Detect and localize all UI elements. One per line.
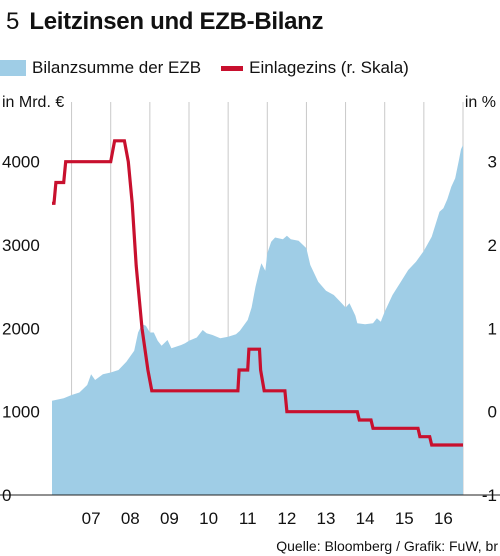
y-left-tick-label: 3000 (2, 236, 40, 255)
x-tick-label: 10 (199, 509, 218, 528)
x-tick-label: 11 (239, 509, 257, 528)
legend-label-balance-sheet: Bilanzsumme der EZB (32, 58, 202, 77)
y-right-tick-label: 2 (488, 236, 497, 255)
y-right-tick-label: 3 (488, 153, 497, 172)
y-right-tick-label: -1 (482, 486, 497, 505)
figure-title: Leitzinsen und EZB-Bilanz (29, 8, 324, 35)
legend-label-deposit-rate: Einlagezins (r. Skala) (249, 58, 409, 77)
source-note: Quelle: Bloomberg / Grafik: FuW, br (276, 538, 498, 554)
x-tick-label: 13 (317, 509, 336, 528)
right-axis-unit: in % (464, 94, 496, 111)
legend-item-balance-sheet: Bilanzsumme der EZB (0, 58, 201, 78)
y-left-tick-label: 4000 (2, 153, 40, 172)
y-right-tick-label: 0 (488, 403, 497, 422)
y-left-tick-label: 1000 (2, 403, 40, 422)
legend-swatch-line (221, 65, 244, 71)
y-left-tick-label: 0 (2, 486, 11, 505)
x-tick-label: 08 (121, 509, 140, 528)
chart-legend: Bilanzsumme der EZB Einlagezins (r. Skal… (0, 56, 425, 80)
figure-number: 5 (6, 8, 20, 35)
legend-item-deposit-rate: Einlagezins (r. Skala) (217, 58, 409, 78)
left-axis-unit: in Mrd. € (2, 94, 65, 111)
x-tick-label: 09 (160, 509, 179, 528)
x-tick-label: 07 (82, 509, 101, 528)
y-left-tick-label: 2000 (2, 319, 40, 338)
x-tick-label: 15 (395, 509, 414, 528)
legend-swatch-area (0, 60, 26, 76)
series-line-deposit-rate (52, 139, 463, 447)
series-area-balance-sheet (52, 145, 463, 495)
y-right-tick-label: 1 (488, 319, 497, 338)
x-tick-label: 14 (356, 509, 375, 528)
chart-title: 5 Leitzinsen und EZB-Bilanz (6, 2, 324, 42)
x-tick-label: 12 (277, 509, 296, 528)
x-tick-label: 16 (434, 509, 453, 528)
